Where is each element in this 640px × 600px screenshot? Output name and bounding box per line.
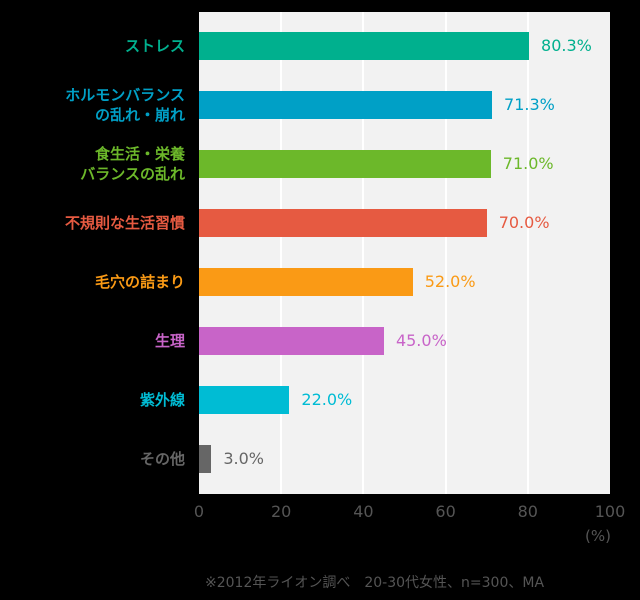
value-label: 71.0% bbox=[502, 154, 554, 173]
bar bbox=[199, 91, 493, 119]
category-label: 紫外線 bbox=[139, 391, 185, 409]
x-tick-label: 80 bbox=[517, 502, 538, 521]
bar bbox=[199, 150, 491, 178]
category-label: その他 bbox=[139, 450, 185, 468]
gridline bbox=[280, 12, 283, 494]
category-label: ホルモンバランス の乱れ・崩れ bbox=[65, 86, 185, 124]
gridline bbox=[362, 12, 365, 494]
gridline bbox=[444, 12, 447, 494]
bar bbox=[199, 386, 290, 414]
x-tick-label: 100 bbox=[594, 502, 626, 521]
x-tick-label: 20 bbox=[271, 502, 292, 521]
bar bbox=[199, 268, 413, 296]
category-label: ストレス bbox=[124, 37, 185, 55]
category-label: 食生活・栄養 バランスの乱れ bbox=[80, 145, 185, 183]
x-axis-unit: (%) bbox=[585, 527, 611, 545]
x-tick-label: 0 bbox=[193, 502, 205, 521]
value-label: 80.3% bbox=[541, 36, 592, 55]
footnote: ※2012年ライオン調べ 20-30代女性、n=300、MA bbox=[205, 575, 545, 591]
value-label: 45.0% bbox=[395, 331, 447, 350]
bar bbox=[199, 209, 487, 237]
category-label: 毛穴の詰まり bbox=[94, 273, 185, 291]
bar bbox=[199, 445, 212, 473]
x-tick-label: 60 bbox=[435, 502, 456, 521]
bar bbox=[199, 32, 530, 60]
value-label: 22.0% bbox=[301, 390, 353, 409]
value-label: 70.0% bbox=[498, 213, 550, 232]
category-label: 生理 bbox=[154, 332, 185, 350]
value-label: 52.0% bbox=[424, 272, 476, 291]
plot-area: 80.3% 71.3% 71.0% 70.0% 52.0% 45.0% 22.0% 3.0% bbox=[199, 12, 610, 494]
value-label: 3.0% bbox=[223, 449, 264, 468]
x-tick-label: 40 bbox=[353, 502, 374, 521]
bar bbox=[199, 327, 384, 355]
value-label: 71.3% bbox=[504, 95, 555, 114]
category-label: 不規則な生活習慣 bbox=[64, 214, 185, 232]
gridline bbox=[526, 12, 529, 494]
